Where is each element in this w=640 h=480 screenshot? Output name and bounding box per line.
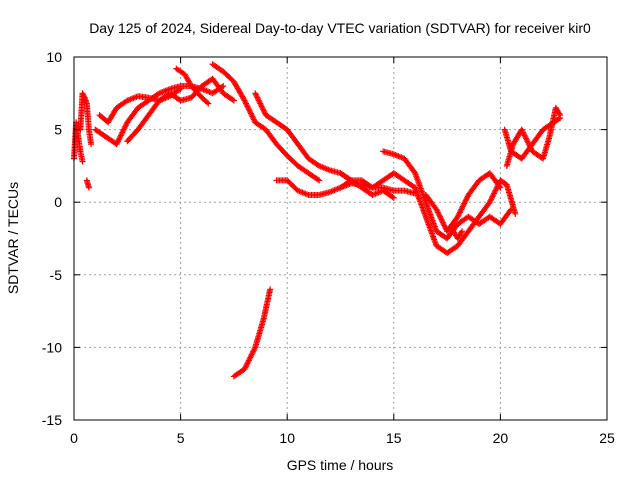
data-point — [557, 112, 564, 119]
series-track — [337, 170, 419, 191]
data-point — [79, 158, 86, 165]
data-point — [512, 210, 519, 217]
data-point — [314, 176, 321, 183]
data-point — [220, 83, 227, 90]
data-point — [177, 85, 184, 92]
data-point — [85, 184, 92, 191]
series-track — [380, 148, 515, 242]
data-point — [459, 228, 466, 235]
series-track — [422, 170, 504, 235]
data-point — [496, 183, 503, 190]
data-point — [176, 86, 183, 93]
y-tick-label: -5 — [50, 267, 63, 283]
series-track — [412, 177, 519, 257]
grid-lines — [74, 57, 607, 420]
x-tick-label: 20 — [493, 430, 509, 446]
series-track — [124, 75, 237, 145]
series-track — [450, 228, 466, 242]
data-point — [229, 96, 236, 103]
y-axis-label: SDTVAR / TECUs — [5, 182, 21, 294]
data-point — [205, 100, 212, 107]
y-tick-label: 10 — [46, 49, 62, 65]
data-point — [267, 286, 274, 293]
data-point — [316, 177, 323, 184]
series-track — [503, 104, 564, 169]
y-tick-label: -10 — [42, 339, 62, 355]
x-tick-label: 0 — [70, 430, 78, 446]
plot-frame — [73, 56, 608, 421]
axis-ticks — [73, 56, 608, 421]
data-point — [497, 184, 504, 191]
y-tick-label: 5 — [54, 122, 62, 138]
data-point — [390, 194, 397, 201]
data-point — [204, 99, 211, 106]
series-track — [173, 65, 212, 107]
series-track — [77, 90, 95, 148]
y-tick-label: 0 — [54, 194, 62, 210]
series-track — [209, 61, 323, 184]
x-tick-label: 10 — [279, 430, 295, 446]
y-tick-label: -15 — [42, 412, 62, 428]
series-track — [83, 177, 92, 191]
series-track — [337, 177, 397, 201]
data-point — [88, 141, 95, 148]
x-axis-label: GPS time / hours — [287, 457, 394, 473]
x-tick-label: 15 — [386, 430, 402, 446]
data-point — [230, 97, 237, 104]
y-tick-labels: -15 -10 -5 0 5 10 — [42, 49, 62, 428]
chart-title: Day 125 of 2024, Sidereal Day-to-day VTE… — [89, 20, 591, 36]
series-track — [230, 286, 274, 380]
data-points — [71, 61, 564, 380]
x-tick-label: 5 — [177, 430, 185, 446]
data-point — [389, 193, 396, 200]
x-tick-label: 25 — [599, 430, 615, 446]
data-point — [555, 115, 562, 122]
series-track — [252, 90, 355, 184]
x-tick-labels: 0 5 10 15 20 25 — [70, 430, 615, 446]
